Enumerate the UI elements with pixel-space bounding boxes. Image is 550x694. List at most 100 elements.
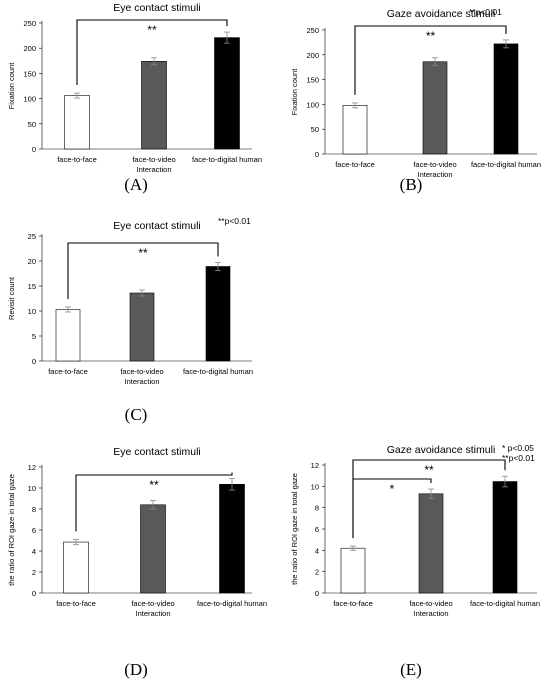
x-tick-label: face-to-digital human	[470, 599, 540, 608]
x-tick-label: face-to-video	[131, 599, 174, 608]
y-tick-label: 10	[311, 482, 319, 491]
y-axis-label: Revisit count	[7, 276, 16, 320]
significance-marker: **	[149, 478, 159, 492]
y-tick-label: 15	[28, 282, 36, 291]
significance-bracket	[76, 19, 228, 86]
panel-label: (E)	[400, 660, 422, 679]
y-axis-label: Fixation count	[290, 68, 299, 116]
x-tick-label: face-to-video	[409, 599, 452, 608]
significance-note: **p<0.01	[218, 216, 251, 226]
significance-bracket	[75, 472, 233, 532]
y-axis-label: Fixation count	[7, 62, 16, 110]
y-tick-label: 6	[315, 525, 319, 534]
panel-label: (A)	[124, 175, 148, 194]
bar	[342, 105, 368, 155]
chart-panel-a: Eye contact stimuli 0 50 100 150 200 250 Fixati…	[7, 2, 262, 194]
x-tick-label: face-to-face	[48, 367, 88, 376]
bar	[141, 61, 167, 150]
y-tick-label: 50	[28, 120, 36, 129]
bar	[418, 493, 444, 594]
x-axis-label: Interaction	[413, 609, 448, 618]
bar	[129, 292, 155, 362]
y-tick-label: 100	[23, 95, 36, 104]
y-tick-label: 4	[315, 546, 319, 555]
x-tick-label: face-to-face	[57, 155, 97, 164]
chart-panel-c: Eye contact stimuli **p<0.01 0 5 10 15 20 25 Rev…	[7, 216, 253, 424]
y-tick-label: 12	[311, 461, 319, 470]
y-tick-label: 150	[23, 69, 36, 78]
x-tick-label: face-to-digital human	[192, 155, 262, 164]
y-axis-label: the ratio of ROI gaze in total gaze	[290, 473, 299, 585]
y-tick-label: 250	[23, 19, 36, 28]
significance-note: **p<0.01	[502, 453, 535, 463]
y-tick-label: 6	[32, 526, 36, 535]
y-tick-label: 2	[315, 568, 319, 577]
x-tick-label: face-to-digital human	[197, 599, 267, 608]
x-axis-label: Interaction	[135, 609, 170, 618]
bar	[140, 504, 166, 594]
y-tick-label: 0	[32, 589, 36, 598]
y-tick-label: 20	[28, 257, 36, 266]
y-tick-label: 200	[306, 51, 319, 60]
bar	[55, 309, 81, 362]
y-tick-label: 10	[28, 307, 36, 316]
x-axis-label: Interaction	[417, 170, 452, 179]
x-tick-label: face-to-digital human	[471, 160, 541, 169]
y-tick-label: 0	[315, 150, 319, 159]
significance-marker: **	[426, 29, 436, 43]
significance-bracket	[354, 25, 507, 95]
panel-label: (D)	[124, 660, 148, 679]
x-tick-label: face-to-video	[132, 155, 175, 164]
chart-title: Eye contact stimuli	[113, 220, 201, 232]
significance-bracket	[352, 478, 432, 539]
bar	[493, 43, 519, 155]
y-tick-label: 25	[28, 232, 36, 241]
y-tick-label: 0	[315, 589, 319, 598]
significance-marker: **	[138, 246, 148, 260]
bar	[63, 541, 89, 594]
chart-panel-d: Eye contact stimuli 0 2 4 6 8 10 12 the ratio of…	[7, 446, 267, 679]
y-tick-label: 200	[23, 44, 36, 53]
chart-title: Gaze avoidance stimuli	[387, 8, 496, 20]
x-tick-label: face-to-video	[120, 367, 163, 376]
chart-title: Eye contact stimuli	[113, 2, 201, 14]
x-tick-label: face-to-digital human	[183, 367, 253, 376]
y-tick-label: 5	[32, 332, 36, 341]
bar	[340, 547, 366, 594]
y-tick-label: 100	[306, 100, 319, 109]
bar	[492, 481, 518, 594]
significance-marker: **	[424, 463, 434, 477]
y-tick-label: 12	[28, 463, 36, 472]
bar	[214, 37, 240, 150]
y-tick-label: 10	[28, 484, 36, 493]
chart-panel-e: Gaze avoidance stimuli * p<0.05**p<0.01 0 2…	[290, 443, 540, 679]
y-tick-label: 50	[311, 125, 319, 134]
y-tick-label: 2	[32, 568, 36, 577]
y-tick-label: 4	[32, 547, 36, 556]
bar	[205, 266, 231, 362]
x-tick-label: face-to-video	[413, 160, 456, 169]
x-tick-label: face-to-face	[335, 160, 375, 169]
bar	[422, 61, 448, 155]
y-tick-label: 250	[306, 26, 319, 35]
chart-panel-b: Gaze avoidance stimuli**p<0.01 0 50 100 150 2…	[290, 7, 541, 194]
significance-bracket	[67, 242, 219, 299]
x-axis-label: Interaction	[136, 165, 171, 174]
y-tick-label: 150	[306, 76, 319, 85]
significance-marker: *	[390, 482, 395, 496]
y-tick-label: 8	[315, 504, 319, 513]
x-tick-label: face-to-face	[333, 599, 373, 608]
panel-label: (B)	[400, 175, 423, 194]
y-axis-label: the ratio of ROI gaze in total gaze	[7, 474, 16, 586]
y-tick-label: 0	[32, 357, 36, 366]
significance-note: **p<0.01	[469, 7, 502, 17]
x-axis-label: Interaction	[124, 377, 159, 386]
bar	[64, 95, 90, 150]
bar	[219, 484, 245, 594]
significance-marker: **	[147, 23, 157, 37]
panel-label: (C)	[125, 405, 148, 424]
chart-title: Gaze avoidance stimuli	[387, 444, 496, 456]
y-tick-label: 0	[32, 145, 36, 154]
y-tick-label: 8	[32, 505, 36, 514]
